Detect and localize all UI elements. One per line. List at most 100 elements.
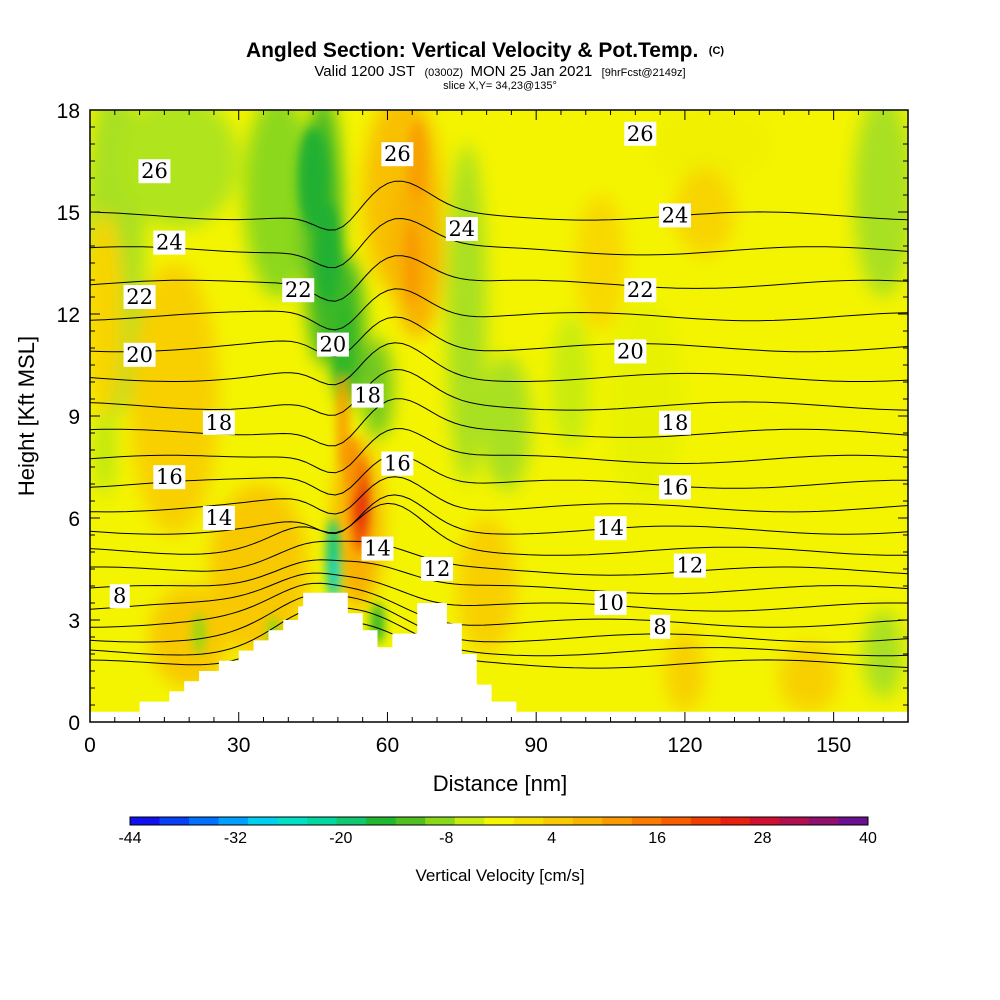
theta-contour-line: [90, 494, 908, 535]
contour-label: 18: [354, 384, 381, 408]
contour-label: 16: [384, 452, 411, 476]
contour-label-box: [316, 332, 349, 357]
theta-contour-line: [90, 217, 908, 269]
contour-label: 26: [384, 142, 411, 166]
contour-label-box: [123, 285, 156, 309]
theta-contour-line: [90, 572, 908, 612]
colorbar-tick-label: -32: [224, 830, 247, 847]
colorbar-swatch: [838, 817, 869, 825]
theta-contour-line: [90, 582, 908, 628]
colorbar-swatch: [307, 817, 338, 825]
contour-label: 22: [126, 285, 153, 309]
y-tick-label: 15: [57, 202, 80, 225]
contour-label: 14: [364, 537, 391, 561]
contour-label: 24: [448, 217, 475, 241]
contour-label-box: [673, 553, 706, 578]
colorbar-swatch: [543, 817, 574, 825]
contour-label-box: [594, 591, 627, 615]
colorbar-swatch: [248, 817, 279, 825]
colorbar-swatch: [277, 817, 308, 825]
colorbar: -44 -32 -20 -8 4 16 28 40: [118, 816, 877, 847]
contour-label-box: [202, 506, 235, 530]
y-axis-ticks: 0 3 6 9 12 15 18: [57, 100, 908, 735]
contour-label-box: [123, 342, 156, 367]
contour-label: 18: [662, 411, 689, 435]
theta-contour-line: [90, 428, 908, 474]
terrain: [90, 592, 908, 722]
x-tick-label: 150: [816, 734, 851, 757]
contour-label-box: [658, 203, 691, 228]
contour-label: 16: [156, 465, 183, 489]
subtitle-date: MON 25 Jan 2021: [470, 63, 592, 80]
theta-contour-line: [90, 502, 908, 556]
y-tick-label: 0: [68, 712, 80, 735]
slice-info: slice X,Y= 34,23@135°: [443, 80, 557, 92]
contour-label: 20: [617, 339, 644, 363]
y-tick-label: 3: [68, 610, 80, 633]
contour-label: 16: [662, 475, 689, 499]
colorbar-swatch: [602, 817, 633, 825]
theta-contour-line: [90, 180, 908, 231]
colorbar-swatch: [749, 817, 780, 825]
contour-label: 26: [627, 122, 654, 146]
y-tick-label: 6: [68, 508, 80, 531]
colorbar-swatch: [366, 817, 397, 825]
y-tick-label: 18: [57, 100, 80, 123]
colorbar-swatch: [336, 817, 367, 825]
colorbar-tick-label: -8: [439, 830, 453, 847]
contour-label-box: [138, 159, 171, 184]
subtitle-valid-time: Valid 1200 JST: [314, 63, 415, 80]
colorbar-swatch: [690, 817, 721, 825]
x-tick-label: 60: [376, 734, 399, 757]
contour-label: 14: [206, 506, 233, 530]
colorbar-swatch: [484, 817, 515, 825]
contour-label-box: [658, 410, 691, 435]
chart-title-unit: (C): [709, 45, 725, 57]
x-tick-label: 0: [84, 734, 96, 757]
contour-label-box: [282, 278, 315, 303]
contour-label: 12: [424, 557, 451, 581]
contour-label: 8: [653, 615, 666, 639]
colorbar-swatch: [189, 817, 220, 825]
colorbar-tick-label: -20: [329, 830, 352, 847]
contour-label-box: [109, 584, 130, 609]
colorbar-tick-label: -44: [118, 830, 141, 847]
y-axis-title: Height [Kft MSL]: [14, 336, 39, 496]
contour-label: 12: [676, 554, 703, 578]
theta-contour-line: [90, 342, 908, 386]
subtitle-forecast: [9hrFcst@2149z]: [602, 67, 686, 79]
theta-contours: [90, 180, 908, 669]
contour-label: 10: [597, 591, 624, 615]
x-axis-ticks: 0 30 60 90 120 150: [84, 110, 909, 757]
theta-contour-line: [90, 288, 908, 331]
colorbar-swatch: [631, 817, 662, 825]
contour-label-box: [153, 465, 186, 490]
contour-label-box: [351, 383, 384, 408]
svg-text:Valid 1200 JST (0300Z): Valid 1200 JST (0300Z) MON 25 Jan 2021 […: [314, 63, 685, 80]
contour-label: 20: [320, 333, 347, 357]
theta-contour-line: [90, 476, 908, 515]
theta-contour-line: [90, 606, 908, 657]
contour-label: 22: [627, 278, 654, 302]
colorbar-frame: [129, 816, 869, 826]
contour-label-box: [361, 536, 394, 561]
x-tick-label: 30: [227, 734, 250, 757]
colorbar-tick-label: 16: [648, 830, 666, 847]
contour-label: 20: [126, 343, 153, 367]
contour-label-box: [381, 142, 414, 167]
subtitle-zulu: (0300Z): [424, 67, 463, 79]
colorbar-swatch: [572, 817, 603, 825]
theta-contour-line: [90, 368, 908, 416]
colorbar-swatch: [130, 817, 161, 825]
contour-label-box: [624, 121, 657, 146]
svg-text:Angled Section: Vertical Veloc: Angled Section: Vertical Velocity & Pot.…: [246, 39, 724, 62]
contour-label-box: [650, 614, 671, 639]
theta-contour-line: [90, 559, 908, 595]
theta-contour-line: [90, 593, 908, 643]
colorbar-tick-label: 28: [754, 830, 772, 847]
contour-label: 8: [113, 584, 126, 608]
theta-contour-line: [90, 316, 908, 358]
velocity-field: 26 26 26 24 24 24 22 22 22 20 20 20 18 18 18 16 16 16 14 14…: [90, 110, 908, 722]
x-axis-title: Distance [nm]: [433, 771, 568, 796]
